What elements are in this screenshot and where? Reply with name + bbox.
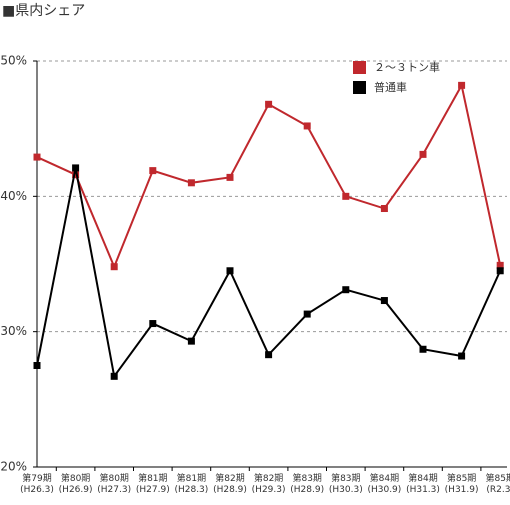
- point: [110, 263, 118, 271]
- x-tick-line: 第82期: [254, 472, 283, 484]
- x-tick-line: (H26.9): [59, 485, 93, 495]
- point: [149, 167, 157, 175]
- point: [33, 362, 41, 369]
- x-tick-label: 第85期(H31.9): [445, 472, 479, 495]
- x-tick-line: 第83期: [292, 472, 321, 484]
- point: [33, 153, 41, 161]
- point: [342, 192, 350, 200]
- x-tick-line: (H30.9): [367, 485, 401, 495]
- x-tick-line: (R2.3): [486, 485, 510, 495]
- x-tick-line: (H28.9): [213, 485, 247, 495]
- point: [496, 267, 504, 275]
- chart-title: ■県内シェア: [2, 3, 85, 19]
- y-tick-label: 30%: [0, 324, 27, 338]
- point: [303, 310, 311, 318]
- point: [380, 297, 388, 305]
- point: [149, 320, 157, 328]
- x-tick-line: 第81期: [177, 472, 206, 484]
- x-tick-line: 第81期: [138, 472, 167, 484]
- x-tick-line: (H30.3): [329, 485, 363, 495]
- point: [380, 205, 388, 213]
- x-tick-line: (H28.9): [290, 485, 324, 495]
- x-tick-label: 第80期(H26.9): [59, 472, 93, 495]
- point: [187, 337, 195, 345]
- point: [72, 171, 80, 179]
- x-tick-line: (H27.3): [97, 485, 131, 495]
- x-tick-label: 第82期(H29.3): [252, 472, 286, 495]
- point: [265, 100, 273, 108]
- y-tick-label: 20%: [0, 460, 27, 474]
- point: [342, 286, 350, 294]
- point: [419, 150, 427, 158]
- x-tick-line: 第85期: [447, 472, 476, 484]
- x-tick-label: 第81期(H28.3): [174, 472, 208, 495]
- x-tick-line: (H26.3): [20, 485, 54, 495]
- x-tick-label: 第81期(H27.9): [136, 472, 170, 495]
- y-tick-label: 50%: [0, 54, 27, 68]
- x-tick-line: (H29.3): [252, 485, 286, 495]
- point: [265, 351, 273, 359]
- x-tick-line: 第80期: [99, 472, 128, 484]
- legend-label: 普通車: [374, 80, 407, 94]
- x-tick-line: (H28.3): [174, 485, 208, 495]
- point: [458, 81, 466, 89]
- x-tick-line: (H31.3): [406, 485, 440, 495]
- legend-label: ２～３トン車: [374, 60, 440, 74]
- x-tick-line: 第82期: [215, 472, 244, 484]
- x-tick-line: 第80期: [61, 472, 90, 484]
- x-tick-line: 第84期: [370, 472, 399, 484]
- point: [419, 345, 427, 353]
- x-tick-label: 第83期(H28.9): [290, 472, 324, 495]
- x-tick-line: 第83期: [331, 472, 360, 484]
- x-tick-line: 第85期: [485, 472, 510, 484]
- x-tick-label: 第82期(H28.9): [213, 472, 247, 495]
- x-tick-line: 第79期: [22, 472, 51, 484]
- point: [110, 372, 118, 380]
- point: [226, 173, 234, 181]
- x-tick-label: 第84期(H30.9): [367, 472, 401, 495]
- x-tick-label: 第84期(H31.3): [406, 472, 440, 495]
- series-line: [36, 167, 502, 379]
- y-tick-label: 40%: [0, 189, 27, 203]
- point: [458, 352, 466, 360]
- x-tick-line: (H27.9): [136, 485, 170, 495]
- x-tick-label: 第83期(H30.3): [329, 472, 363, 495]
- x-tick-line: (H31.9): [445, 485, 479, 495]
- point: [72, 164, 80, 172]
- point: [226, 267, 234, 275]
- point: [303, 122, 311, 130]
- x-tick-label: 第79期(H26.3): [20, 472, 54, 495]
- point: [187, 179, 195, 187]
- point: [496, 261, 504, 269]
- x-tick-label: 第85期(R2.3): [485, 472, 510, 495]
- x-tick-line: 第84期: [408, 472, 437, 484]
- series-line: [36, 82, 502, 270]
- legend-swatch: [353, 81, 366, 94]
- x-tick-label: 第80期(H27.3): [97, 472, 131, 495]
- legend-swatch: [353, 61, 366, 74]
